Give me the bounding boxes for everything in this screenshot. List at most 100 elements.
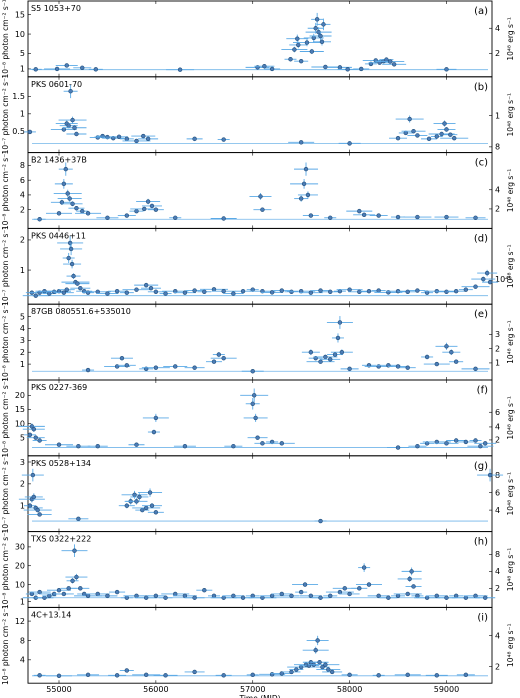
data-point <box>328 593 333 599</box>
data-point <box>308 213 314 218</box>
data-point <box>70 578 75 583</box>
panel-letter: (i) <box>477 612 488 623</box>
data-point <box>345 67 350 72</box>
data-point <box>409 569 414 574</box>
data-point <box>328 289 333 294</box>
data-point <box>439 131 444 137</box>
right-axis-label: 10⁴⁸ erg s⁻¹ <box>506 396 515 440</box>
data-point <box>221 355 226 361</box>
right-axis-label: 10⁴⁸ erg s⁻¹ <box>506 17 515 61</box>
data-point <box>453 438 459 443</box>
data-point <box>148 285 154 291</box>
data-point <box>318 595 323 600</box>
data-point <box>298 58 304 64</box>
x-tick-label: 58000 <box>337 685 362 694</box>
data-point <box>134 593 139 599</box>
data-point <box>231 593 236 599</box>
data-point <box>328 357 333 362</box>
data-point <box>260 595 265 600</box>
panel-frame <box>27 0 493 78</box>
data-point <box>163 291 168 296</box>
data-point <box>444 595 449 600</box>
data-point <box>424 354 430 360</box>
data-point <box>318 288 323 293</box>
panel-e: 1 2 3 4 5 1 2 3 10⁻⁸ photon cm⁻² s⁻¹ 10⁴⁸ erg s⁻¹… <box>1 302 515 381</box>
y-axis-label: 10⁻⁷ photon cm⁻² s⁻¹ <box>1 454 10 533</box>
data-point <box>339 350 345 355</box>
data-point <box>153 207 159 212</box>
data-point <box>292 47 297 52</box>
data-point <box>114 673 120 678</box>
data-point <box>320 664 325 670</box>
data-point <box>134 287 139 292</box>
data-point <box>448 132 453 137</box>
data-point <box>395 288 401 294</box>
y-tick-label: 2 <box>20 480 25 489</box>
data-point <box>483 595 488 600</box>
data-point <box>124 213 130 218</box>
data-point <box>240 595 246 600</box>
data-point <box>37 512 42 517</box>
data-point <box>473 593 478 599</box>
data-point <box>415 593 420 599</box>
data-point <box>173 591 178 597</box>
y-axis-label: 10⁻⁸ photon cm⁻² s⁻¹ <box>1 302 10 381</box>
data-point <box>143 595 149 600</box>
data-point <box>105 215 110 220</box>
right-tick-label: 2 <box>495 205 500 214</box>
data-point <box>473 284 478 289</box>
data-point <box>240 288 246 294</box>
data-point <box>298 196 304 201</box>
y-tick-label: 1 <box>20 597 25 606</box>
data-point <box>388 59 393 64</box>
data-point <box>337 65 343 70</box>
data-point <box>95 289 100 294</box>
panel-letter: (b) <box>474 82 488 93</box>
right-tick-label: 4 <box>495 24 500 33</box>
data-point <box>483 441 488 446</box>
panel-b: 0.5 1 1.5 8 1 10⁻⁷ photon cm⁻² s⁻¹ 10⁴⁸ erg s⁻… <box>1 75 515 154</box>
data-point <box>33 293 38 298</box>
y-tick-label: 8 <box>20 636 25 645</box>
y-tick-label: 3 <box>20 458 25 467</box>
data-point <box>313 647 318 653</box>
y-axis-label: 10⁻⁸ photon cm⁻² s⁻¹ <box>1 378 10 457</box>
data-point <box>311 35 316 41</box>
data-point <box>317 660 322 665</box>
right-axis-label: 10⁴⁸ erg s⁻¹ <box>506 169 515 213</box>
panel-letter: (e) <box>474 309 488 320</box>
data-point <box>31 494 37 500</box>
data-point <box>211 593 217 599</box>
panel-title: TXS 0322+222 <box>30 535 91 544</box>
y-tick-label: 1 <box>20 110 25 119</box>
data-point <box>173 215 178 220</box>
y-tick-label: 2 <box>20 205 25 214</box>
data-point <box>295 36 300 41</box>
y-tick-label: 2 <box>20 236 25 245</box>
data-point <box>30 472 36 478</box>
right-tick-label: 8 <box>495 550 500 559</box>
data-point <box>415 214 420 220</box>
right-tick-label: 2 <box>495 344 500 353</box>
right-tick-label: 8 <box>495 143 500 152</box>
data-point <box>80 208 85 214</box>
data-point <box>250 401 255 406</box>
data-point <box>37 673 42 678</box>
y-tick-label: 1 <box>20 65 25 74</box>
data-point <box>308 290 314 295</box>
data-point <box>444 344 449 349</box>
panel-frame <box>27 606 493 684</box>
panel-d: 1 2 10⁴⁹ 10⁻⁷ photon cm⁻² s⁻¹ 10⁴⁸ erg s⁻¹ PK… <box>1 227 515 306</box>
data-point <box>318 359 323 364</box>
data-point <box>463 287 469 292</box>
panel-title: 4C+13.14 <box>31 610 71 619</box>
data-point <box>305 192 311 198</box>
data-point <box>407 576 412 582</box>
data-point <box>134 499 139 504</box>
data-point <box>269 66 275 72</box>
data-point <box>262 64 267 69</box>
data-point <box>255 435 260 440</box>
panel-c: 2 4 6 8 2 4 10⁻⁸ photon cm⁻² s⁻¹ 10⁴⁸ erg s⁻¹ B2… <box>1 151 515 230</box>
data-point <box>260 207 265 212</box>
